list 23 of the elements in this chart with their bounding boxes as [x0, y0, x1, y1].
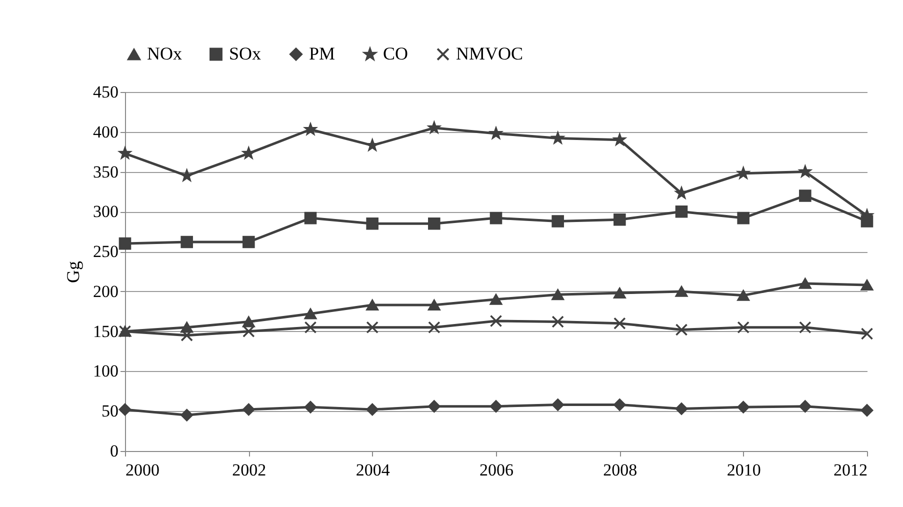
legend-label: SOx [229, 43, 262, 64]
y-tick-label: 0 [110, 442, 118, 460]
y-axis-title: Gg [63, 261, 83, 283]
y-tick-label: 200 [93, 282, 118, 301]
y-tick-label: 450 [93, 82, 118, 102]
y-tick-label: 50 [102, 402, 118, 421]
legend-label: NOx [147, 44, 182, 64]
x-tick-label: 2002 [232, 460, 266, 480]
legend-label: PM [309, 43, 336, 64]
y-tick-label: 400 [93, 122, 118, 142]
x-tick-label: 2006 [480, 460, 514, 480]
legend-label: CO [383, 44, 408, 64]
x-tick-label: 2008 [603, 460, 638, 480]
y-tick-label: 150 [93, 322, 118, 341]
legend-label: NMVOC [456, 43, 524, 64]
x-tick-label: 2004 [356, 460, 390, 480]
y-tick-label: 300 [93, 202, 118, 222]
x-tick-label: 2000 [126, 460, 160, 480]
y-tick-label: 100 [93, 362, 118, 381]
x-tick-label: 2010 [726, 460, 761, 480]
y-tick-label: 250 [93, 242, 118, 262]
x-tick-label: 2012 [834, 460, 868, 480]
y-tick-label: 350 [93, 162, 118, 182]
